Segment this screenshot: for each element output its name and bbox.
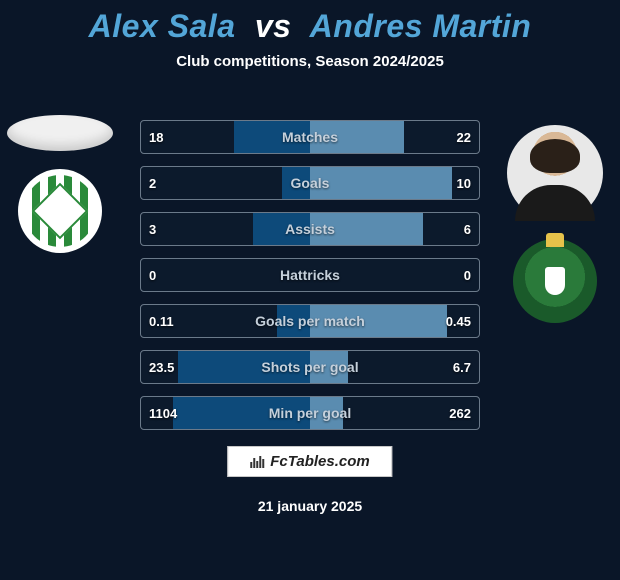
left-player-column [5, 115, 115, 253]
stat-value-right: 262 [449, 397, 471, 429]
bar-right [310, 167, 452, 199]
site-badge: FcTables.com [227, 446, 392, 477]
player1-avatar [7, 115, 113, 151]
stat-row: 210Goals [140, 166, 480, 200]
stat-label: Hattricks [141, 259, 479, 291]
comparison-chart: 1822Matches210Goals36Assists00Hattricks0… [140, 120, 480, 442]
chart-icon [250, 456, 264, 468]
stat-row: 0.110.45Goals per match [140, 304, 480, 338]
stat-row: 1822Matches [140, 120, 480, 154]
stat-value-left: 3 [149, 213, 156, 245]
bar-right [310, 121, 404, 153]
date-text: 21 january 2025 [0, 498, 620, 514]
bar-right [310, 351, 348, 383]
player2-avatar [507, 125, 603, 221]
stat-value-right: 0.45 [446, 305, 471, 337]
subtitle: Club competitions, Season 2024/2025 [0, 53, 620, 70]
stat-value-left: 1104 [149, 397, 177, 429]
bar-left [277, 305, 310, 337]
stat-value-right: 22 [457, 121, 471, 153]
stat-value-left: 18 [149, 121, 163, 153]
stat-value-left: 23.5 [149, 351, 174, 383]
bar-left [234, 121, 311, 153]
bar-left [282, 167, 310, 199]
stat-value-left: 0.11 [149, 305, 174, 337]
stat-value-right: 0 [464, 259, 471, 291]
stat-value-left: 2 [149, 167, 156, 199]
player2-name: Andres Martin [310, 8, 532, 44]
bar-right [310, 397, 343, 429]
stat-value-right: 10 [457, 167, 471, 199]
site-name: FcTables.com [270, 453, 369, 470]
player2-club-crest [513, 239, 597, 323]
right-player-column [500, 125, 610, 323]
bar-right [310, 305, 447, 337]
player1-club-crest [18, 169, 102, 253]
stat-value-right: 6 [464, 213, 471, 245]
stat-value-left: 0 [149, 259, 156, 291]
comparison-title: Alex Sala vs Andres Martin [0, 0, 620, 45]
bar-right [310, 213, 423, 245]
bar-left [253, 213, 310, 245]
stat-row: 1104262Min per goal [140, 396, 480, 430]
player1-name: Alex Sala [89, 8, 236, 44]
vs-text: vs [255, 8, 292, 44]
stat-value-right: 6.7 [453, 351, 471, 383]
stat-row: 36Assists [140, 212, 480, 246]
bar-left [178, 351, 310, 383]
bar-left [173, 397, 310, 429]
stat-row: 23.56.7Shots per goal [140, 350, 480, 384]
stat-row: 0 0Hattricks [140, 258, 480, 292]
